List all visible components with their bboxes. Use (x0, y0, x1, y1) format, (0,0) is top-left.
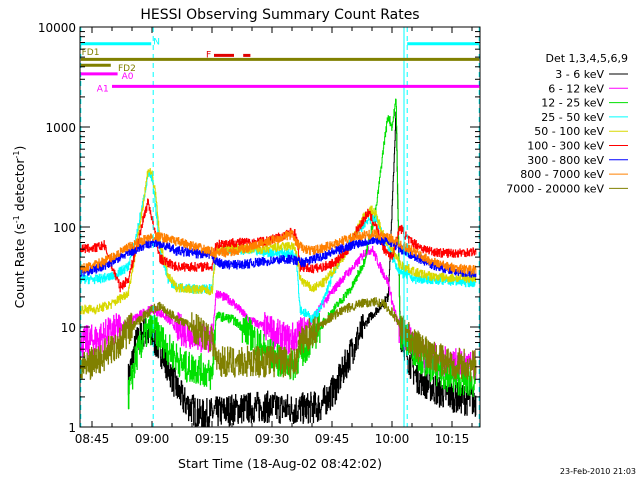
legend-label-25-50-kev: 25 - 50 keV (541, 111, 604, 124)
legend-label-100-300-kev: 100 - 300 keV (527, 140, 604, 153)
flag-label-n: N (153, 38, 160, 48)
flag-label-fd2: FD2 (118, 64, 136, 74)
flag-label-a1: A1 (97, 85, 109, 95)
legend-title: Det 1,3,4,5,6,9 (545, 52, 628, 65)
x-tick-label: 08:45 (75, 432, 110, 446)
legend-label-300-800-kev: 300 - 800 keV (527, 154, 604, 167)
series-layer (79, 98, 477, 428)
y-axis-label-sup1: -1 (12, 215, 21, 223)
y-tick-label: 10 (61, 321, 76, 335)
series-line-50-100-kev (79, 168, 477, 315)
legend-label-12-25-kev: 12 - 25 keV (541, 97, 604, 110)
x-tick-label: 09:00 (135, 432, 170, 446)
legend-label-50-100-kev: 50 - 100 keV (534, 125, 604, 138)
x-tick-label: 10:15 (435, 432, 470, 446)
y-axis-label-mid: detector (12, 158, 27, 216)
x-axis-ticks: 08:45 09:00 09:15 09:30 09:45 10:00 10:15 (75, 27, 473, 446)
y-axis-ticks: 1 10 100 1000 10000 (38, 21, 480, 435)
y-tick-label: 100 (53, 221, 76, 235)
y-tick-label: 1000 (45, 121, 76, 135)
x-axis-label: Start Time (18-Aug-02 08:42:02) (178, 456, 382, 471)
x-tick-label: 09:15 (195, 432, 230, 446)
y-axis-label: Count Rate (s-1 detector-1) (12, 146, 27, 309)
x-tick-label: 09:45 (315, 432, 350, 446)
y-axis-label-end: ) (12, 146, 27, 151)
y-tick-label: 1 (68, 421, 76, 435)
legend-label-800-7000-kev: 800 - 7000 keV (520, 168, 604, 181)
y-axis-label-main: Count Rate (s (12, 223, 27, 308)
flag-label-f: F (206, 50, 211, 60)
footer-date: 23-Feb-2010 21:03 (560, 467, 636, 476)
x-tick-label: 10:00 (375, 432, 410, 446)
series-line-7000-20000-kev (79, 297, 477, 382)
x-tick-label: 09:30 (255, 432, 290, 446)
legend-label-3-6-kev: 3 - 6 keV (555, 68, 604, 81)
legend-label-7000-20000-kev: 7000 - 20000 keV (506, 182, 604, 195)
series-line-25-50-kev (79, 171, 477, 324)
y-tick-label: 10000 (38, 21, 76, 35)
legend-label-6-12-kev: 6 - 12 keV (548, 82, 604, 95)
y-axis-label-sup2: -1 (12, 151, 21, 159)
flag-label-a0: A0 (122, 72, 134, 82)
series-line-800-7000-kev (79, 229, 477, 275)
series-line-300-800-kev (79, 235, 477, 278)
chart-title: HESSI Observing Summary Count Rates (140, 7, 419, 23)
flag-label-fd1: FD1 (82, 48, 100, 58)
